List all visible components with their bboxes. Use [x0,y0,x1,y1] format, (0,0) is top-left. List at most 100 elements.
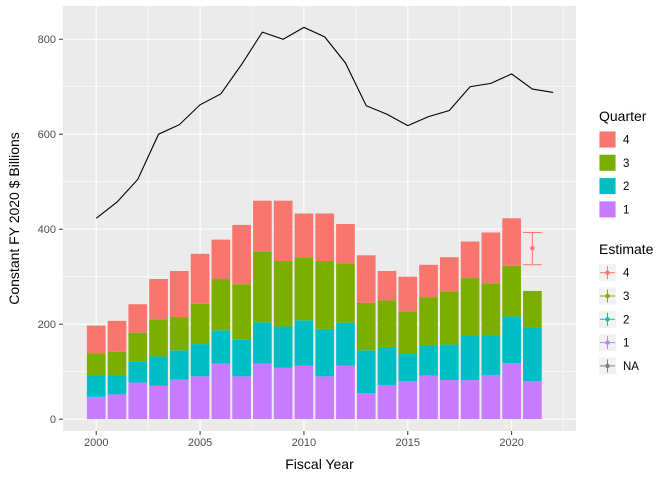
bar-segment-quarter-1 [460,380,480,420]
bar-segment-quarter-3 [86,353,106,376]
bar-segment-quarter-4 [190,253,210,304]
bar-segment-quarter-3 [377,300,397,347]
bar-segment-quarter-2 [523,327,542,382]
bar-segment-quarter-1 [419,375,438,420]
legend-label: 3 [623,158,629,170]
bar-segment-quarter-4 [253,200,272,252]
bar-segment-quarter-2 [502,316,521,364]
bar-segment-quarter-1 [315,376,335,420]
legend-swatch-2 [599,178,616,195]
bar-segment-quarter-1 [86,396,106,420]
bar-segment-quarter-2 [336,322,355,366]
x-tick-label: 2000 [84,437,108,449]
bar-segment-quarter-4 [169,270,189,318]
bar-segment-quarter-1 [253,363,272,420]
bar-segment-quarter-4 [232,224,251,285]
legend-label: 4 [623,135,630,147]
bar-segment-quarter-2 [86,375,106,397]
bar-segment-quarter-2 [107,375,127,395]
legend-label: 4 [623,268,630,280]
estimate-errorbar [523,232,542,266]
bar-segment-quarter-2 [460,336,480,381]
bar-segment-quarter-2 [149,356,168,386]
y-axis-title: Constant FY 2020 $ Billions [6,132,22,305]
bar-segment-quarter-2 [273,326,293,368]
bar-segment-quarter-1 [149,385,168,420]
bar-segment-quarter-4 [149,279,168,320]
bar-segment-quarter-2 [169,350,189,380]
bar-segment-quarter-3 [149,319,168,357]
bar-segment-quarter-1 [398,381,418,420]
y-tick-label: 800 [38,34,56,46]
total-line-path [95,26,554,219]
bar-segment-quarter-3 [460,278,480,337]
bar-segment-quarter-2 [253,322,272,364]
legend-label: 1 [623,204,629,216]
bar-segment-quarter-2 [398,354,418,382]
bar-segment-quarter-1 [502,363,521,420]
legend-label: 3 [623,291,629,303]
legend-swatch-1 [599,201,616,218]
legend-title: Quarter [599,108,647,124]
legends: Quarter 4 3 2 1 Estimate 4 3 2 1 NA [599,108,654,375]
bar-segment-quarter-4 [86,325,106,354]
bar-segment-quarter-2 [128,361,148,383]
x-axis-title: Fiscal Year [285,456,354,472]
bar-segment-quarter-1 [523,381,542,420]
bar-segment-quarter-2 [211,330,231,364]
bar-segment-quarter-3 [169,317,189,351]
legend-swatch-4 [599,131,616,148]
legend-key-point-2 [605,317,610,322]
bar-segment-quarter-1 [190,376,210,420]
legend-key-point-4 [605,270,610,275]
y-tick-label: 0 [50,414,56,426]
bar-segment-quarter-2 [377,346,397,385]
bar-segment-quarter-4 [336,223,355,264]
bar-segment-quarter-4 [128,304,148,333]
estimate-point [530,245,535,251]
bar-segment-quarter-2 [232,339,251,377]
bar-segment-quarter-3 [419,297,438,346]
bar-segment-quarter-2 [356,350,376,394]
legend-key-point-3 [605,293,610,299]
bar-segment-quarter-3 [336,263,355,323]
bar-segment-quarter-3 [253,251,272,323]
bar-segment-quarter-1 [211,363,231,420]
bar-segment-quarter-4 [460,241,480,279]
x-tick-label: 2015 [396,437,420,449]
bar-segment-quarter-2 [190,344,210,377]
legend-label: 1 [623,338,629,350]
bar-segment-quarter-3 [294,257,314,321]
bar-segment-quarter-2 [481,335,501,375]
bar-segment-quarter-4 [377,270,397,301]
bar-segment-quarter-3 [107,351,127,376]
bar-segment-quarter-3 [481,283,501,336]
bar-segment-quarter-1 [107,394,127,420]
bar-segment-quarter-4 [419,264,438,298]
bar-segment-quarter-4 [294,213,314,258]
bar-segment-quarter-3 [439,291,459,345]
bar-segment-quarter-2 [315,328,335,377]
y-axis-ticks: 0 200 400 600 800 [38,34,63,426]
total-line [95,26,554,219]
bar-segment-quarter-4 [211,239,231,280]
bar-segment-quarter-3 [190,303,210,345]
bar-segment-quarter-1 [169,379,189,420]
bar-segment-quarter-1 [481,374,501,420]
bar-segment-quarter-2 [419,345,438,376]
stacked-bars [86,200,542,420]
bar-segment-quarter-3 [232,284,251,340]
bar-segment-quarter-4 [439,257,459,292]
y-tick-label: 400 [38,224,56,236]
bar-segment-quarter-3 [398,311,418,355]
bar-segment-quarter-4 [356,255,376,303]
bar-segment-quarter-3 [315,261,335,329]
bar-segment-quarter-1 [273,367,293,420]
bar-segment-quarter-1 [377,384,397,420]
bar-segment-quarter-3 [273,261,293,327]
legend-key-point-1 [605,340,610,345]
bar-segment-quarter-3 [502,265,521,317]
legend-label: NA [623,361,639,373]
